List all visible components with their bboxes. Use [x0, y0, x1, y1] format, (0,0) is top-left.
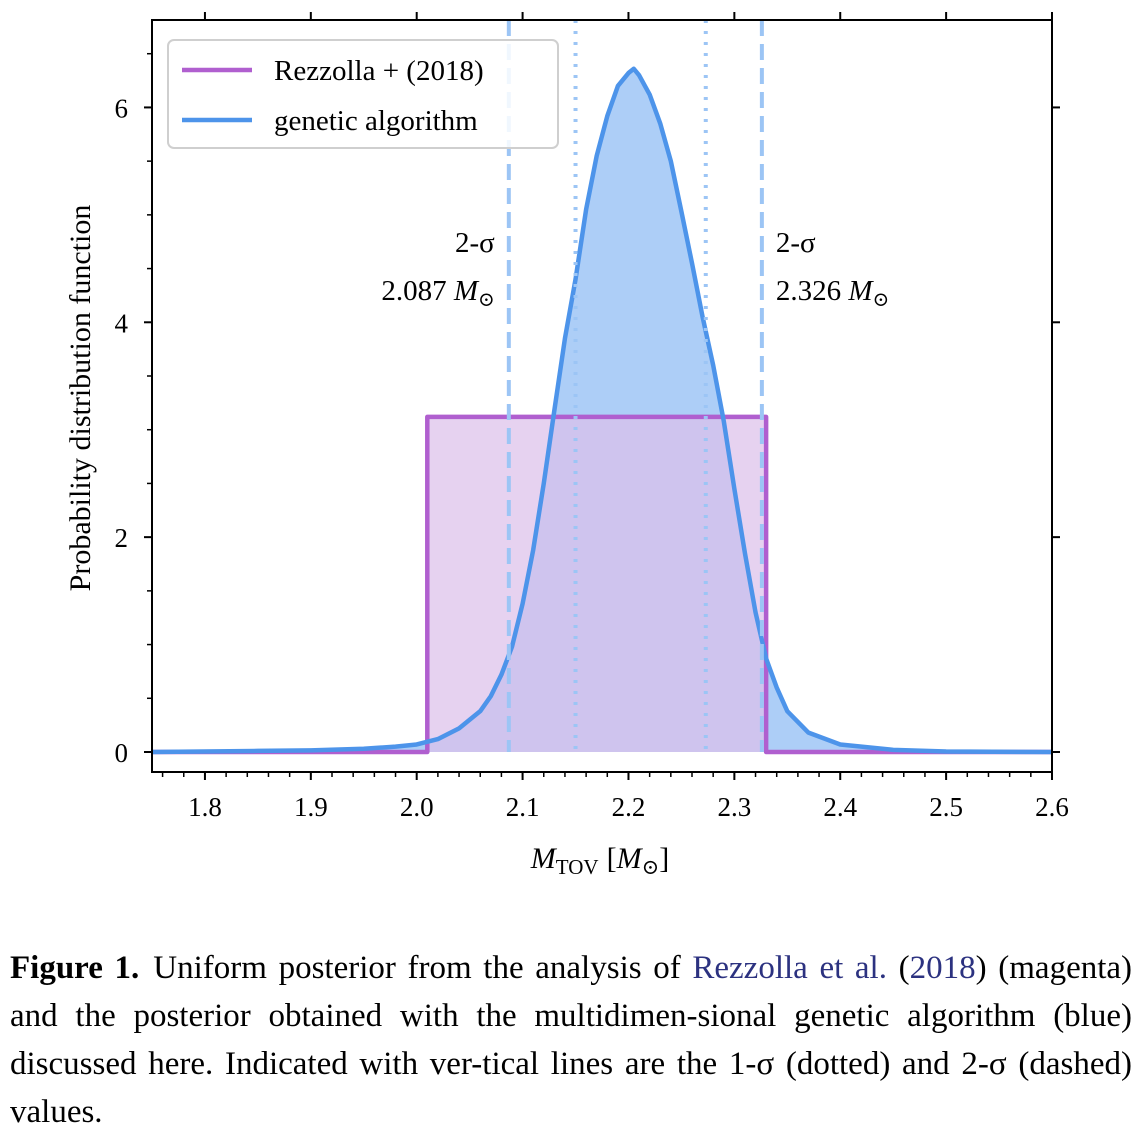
- legend-box: [167, 39, 559, 149]
- x-tick-label: 2.0: [400, 792, 434, 822]
- sigma-annotation-value: 2.326 M⊙: [776, 275, 889, 311]
- sigma-annotation-label: 2-σ: [776, 227, 816, 259]
- caption-text-1: Uniform posterior from the analysis of: [153, 950, 681, 986]
- legend-label-rezzolla: Rezzolla + (2018): [274, 55, 484, 87]
- caption-paren: (: [898, 950, 910, 986]
- sigma-annotation-label: 2-σ: [455, 227, 495, 259]
- plot-frame: [151, 19, 1053, 773]
- x-tick-label: 2.6: [1035, 792, 1069, 822]
- x-axis-label: MTOV [M⊙]: [530, 842, 669, 879]
- x-tick-label: 2.3: [717, 792, 751, 822]
- sigma-annotation-value: 2.087 M⊙: [381, 275, 494, 311]
- rezzolla-line: [152, 414, 1052, 755]
- x-tick-label: 2.5: [929, 792, 963, 822]
- x-tick-label: 1.9: [294, 792, 328, 822]
- y-tick-label: 6: [115, 93, 129, 123]
- caption-label: Figure 1.: [10, 950, 140, 986]
- reference-link-year[interactable]: 2018: [909, 950, 976, 986]
- genetic-fill: [152, 68, 1052, 753]
- x-tick-label: 2.2: [612, 792, 646, 822]
- reference-link-authors[interactable]: Rezzolla et al.: [692, 950, 887, 986]
- genetic-algorithm-line: [151, 66, 1053, 755]
- pdf-chart: 1.8 1.9 2.0 2.1 2.2 2.3 2.4 2.5 2.6 0 2 4 6 2-σ 2.087…: [64, 12, 1069, 879]
- y-axis-label: Probability distribution function: [64, 205, 97, 592]
- legend-label-genetic: genetic algorithm: [274, 105, 478, 137]
- figure-caption: Figure 1. Uniform posterior from the anal…: [10, 944, 1132, 1136]
- x-tick-label: 2.4: [823, 792, 857, 822]
- y-tick-label: 0: [115, 738, 129, 768]
- y-tick-label: 2: [115, 523, 129, 553]
- y-tick-label: 4: [115, 308, 129, 338]
- figure: 1.8 1.9 2.0 2.1 2.2 2.3 2.4 2.5 2.6 0 2 4 6 2-σ 2.087…: [64, 12, 1069, 879]
- caption-text-2: ) (magenta) and the posterior obtained w…: [10, 950, 1133, 1130]
- rezzolla-fill: [152, 416, 1052, 752]
- x-tick-label: 1.8: [188, 792, 222, 822]
- x-tick-label: 2.1: [506, 792, 540, 822]
